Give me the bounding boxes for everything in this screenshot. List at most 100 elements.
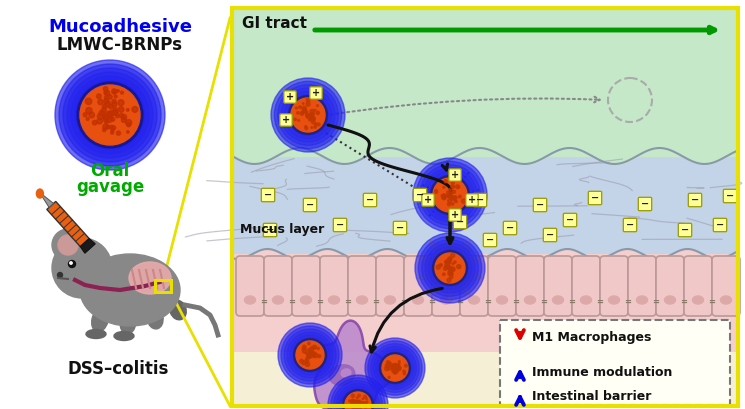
- Ellipse shape: [609, 296, 620, 304]
- Circle shape: [448, 203, 451, 206]
- Circle shape: [121, 115, 127, 120]
- Circle shape: [86, 108, 92, 114]
- Circle shape: [393, 368, 395, 370]
- Circle shape: [112, 89, 117, 94]
- Circle shape: [317, 123, 320, 126]
- Circle shape: [311, 351, 314, 353]
- Circle shape: [111, 117, 115, 121]
- Circle shape: [352, 403, 354, 405]
- Text: Mucus layer: Mucus layer: [240, 223, 324, 236]
- Circle shape: [296, 107, 297, 109]
- Circle shape: [373, 346, 416, 389]
- Circle shape: [132, 106, 138, 112]
- Text: +: +: [451, 210, 459, 220]
- Circle shape: [110, 112, 112, 115]
- FancyBboxPatch shape: [292, 256, 320, 316]
- Ellipse shape: [244, 296, 256, 304]
- Text: −: −: [626, 220, 634, 230]
- Circle shape: [440, 264, 443, 266]
- FancyBboxPatch shape: [348, 256, 376, 316]
- FancyBboxPatch shape: [589, 191, 602, 204]
- Circle shape: [349, 400, 351, 402]
- FancyBboxPatch shape: [684, 256, 712, 316]
- Circle shape: [368, 341, 422, 395]
- Text: LMWC-BRNPs: LMWC-BRNPs: [57, 36, 183, 54]
- Circle shape: [105, 121, 108, 124]
- Circle shape: [449, 269, 453, 272]
- Ellipse shape: [37, 189, 43, 198]
- Circle shape: [309, 353, 311, 355]
- Text: =: =: [680, 297, 688, 306]
- Circle shape: [452, 190, 455, 193]
- Circle shape: [393, 366, 394, 369]
- Circle shape: [103, 128, 106, 132]
- Ellipse shape: [665, 296, 676, 304]
- Circle shape: [103, 124, 108, 129]
- Ellipse shape: [341, 369, 351, 377]
- Circle shape: [306, 102, 310, 106]
- Circle shape: [67, 72, 153, 158]
- Circle shape: [305, 126, 307, 128]
- Circle shape: [387, 366, 392, 370]
- Circle shape: [393, 368, 397, 372]
- Circle shape: [451, 254, 454, 258]
- Circle shape: [52, 238, 112, 298]
- Circle shape: [305, 113, 309, 117]
- Circle shape: [393, 366, 396, 370]
- Circle shape: [86, 117, 89, 120]
- Circle shape: [423, 168, 477, 222]
- Circle shape: [422, 240, 478, 297]
- Circle shape: [441, 194, 444, 197]
- Ellipse shape: [440, 296, 451, 304]
- Text: =: =: [653, 297, 659, 306]
- Circle shape: [287, 332, 333, 378]
- Circle shape: [305, 111, 308, 113]
- Circle shape: [445, 261, 447, 263]
- Circle shape: [111, 111, 115, 115]
- Circle shape: [302, 349, 307, 353]
- FancyBboxPatch shape: [448, 169, 461, 181]
- Circle shape: [358, 394, 361, 397]
- Circle shape: [448, 199, 451, 203]
- Circle shape: [395, 366, 397, 368]
- Circle shape: [311, 350, 313, 353]
- FancyBboxPatch shape: [264, 256, 292, 316]
- Circle shape: [115, 115, 119, 118]
- Circle shape: [448, 257, 451, 261]
- Circle shape: [89, 112, 95, 118]
- Circle shape: [451, 267, 455, 271]
- Circle shape: [104, 87, 108, 91]
- Ellipse shape: [120, 310, 136, 334]
- Circle shape: [52, 229, 84, 261]
- Circle shape: [110, 125, 113, 129]
- Ellipse shape: [329, 365, 355, 385]
- Circle shape: [299, 359, 303, 363]
- Circle shape: [448, 273, 450, 275]
- FancyBboxPatch shape: [638, 197, 652, 211]
- Circle shape: [310, 347, 314, 350]
- Circle shape: [55, 60, 165, 170]
- Circle shape: [291, 98, 325, 132]
- Text: +: +: [451, 170, 459, 180]
- Circle shape: [107, 112, 113, 118]
- Circle shape: [443, 194, 445, 196]
- Circle shape: [121, 117, 126, 122]
- Circle shape: [314, 123, 317, 126]
- Text: Oral: Oral: [90, 162, 130, 180]
- FancyBboxPatch shape: [656, 256, 684, 316]
- Circle shape: [454, 261, 456, 263]
- Circle shape: [111, 129, 114, 132]
- Text: −: −: [591, 193, 599, 203]
- Circle shape: [308, 355, 311, 359]
- Circle shape: [302, 111, 304, 113]
- Ellipse shape: [329, 296, 340, 304]
- Ellipse shape: [413, 296, 423, 304]
- Circle shape: [311, 112, 314, 116]
- Circle shape: [300, 112, 304, 115]
- Text: =: =: [513, 297, 519, 306]
- Ellipse shape: [86, 330, 106, 339]
- Text: =: =: [401, 297, 408, 306]
- Circle shape: [357, 403, 361, 407]
- Ellipse shape: [469, 296, 480, 304]
- Circle shape: [446, 263, 448, 266]
